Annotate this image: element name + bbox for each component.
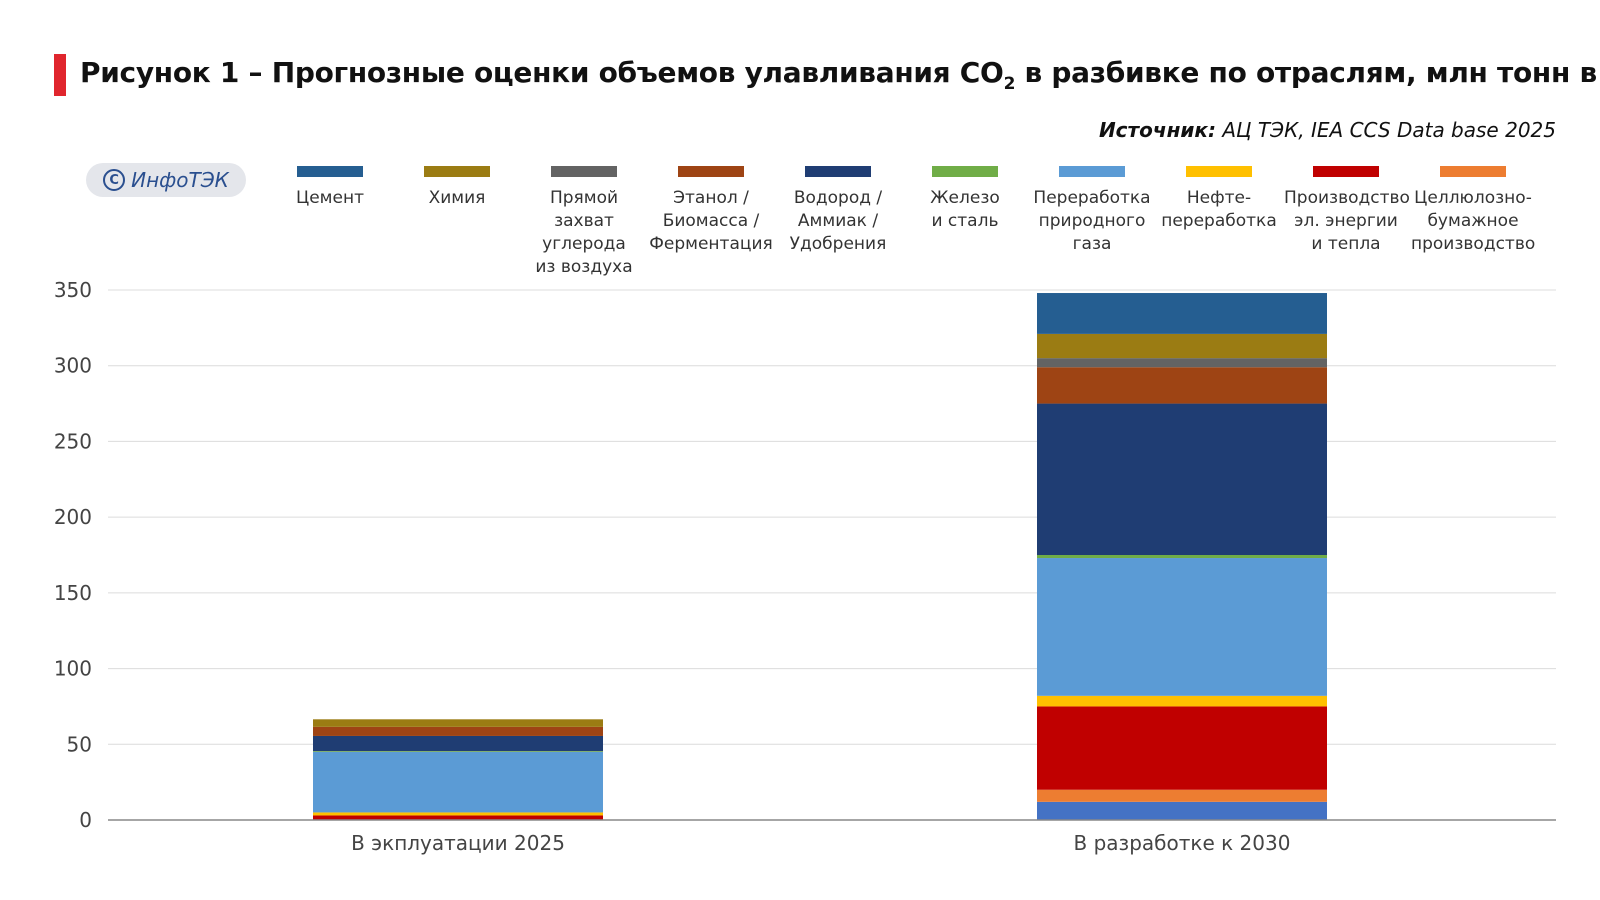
bar-segment xyxy=(1037,293,1327,334)
infotek-logo: C ИнфоТЭК xyxy=(86,163,246,197)
legend-swatch xyxy=(1313,166,1379,177)
chart-legend: Цемент Химия Прямой захват углерода из воз… xyxy=(268,162,1568,277)
y-tick-label: 50 xyxy=(67,732,92,756)
legend-label: Этанол / Биомасса / Ферментация xyxy=(649,188,773,254)
title-accent-bar xyxy=(54,54,66,96)
bar-segment xyxy=(1037,333,1327,359)
bar-segment xyxy=(313,751,603,813)
legend-swatch xyxy=(805,166,871,177)
x-tick-label: В экплуатации 2025 xyxy=(351,831,565,855)
bar-segment xyxy=(1037,403,1327,555)
legend-item: Этанол / Биомасса / Ферментация xyxy=(649,162,773,256)
bar-segment xyxy=(1037,706,1327,790)
legend-swatch xyxy=(678,166,744,177)
legend-label: Водород / Аммиак / Удобрения xyxy=(789,188,887,254)
bar-segment xyxy=(313,815,603,820)
bar-segment xyxy=(1037,367,1327,404)
bar-segment xyxy=(313,726,603,736)
legend-label: Прямой захват углерода из воздуха xyxy=(535,188,633,277)
legend-label: Целлюлозно- бумажное производство xyxy=(1411,188,1536,254)
y-tick-label: 250 xyxy=(54,429,92,453)
legend-swatch xyxy=(424,166,490,177)
y-tick-label: 300 xyxy=(54,354,92,378)
bar-segment xyxy=(1037,695,1327,707)
legend-swatch xyxy=(932,166,998,177)
bar-segment xyxy=(1037,558,1327,696)
chart-title: Рисунок 1 – Прогнозные оценки объемов ул… xyxy=(80,56,1600,94)
bar-segment xyxy=(313,751,603,752)
legend-swatch xyxy=(551,166,617,177)
legend-swatch xyxy=(297,166,363,177)
bar-segment xyxy=(1037,789,1327,802)
bar-segment xyxy=(313,812,603,816)
legend-label: Цемент xyxy=(296,188,364,208)
legend-item: Прямой захват углерода из воздуха xyxy=(522,162,646,279)
bar-segment xyxy=(313,735,603,752)
y-tick-label: 100 xyxy=(54,657,92,681)
legend-item: Водород / Аммиак / Удобрения xyxy=(776,162,900,256)
y-tick-label: 350 xyxy=(54,278,92,302)
y-tick-label: 150 xyxy=(54,581,92,605)
legend-item: Цемент xyxy=(268,162,392,210)
legend-item: Железо и сталь xyxy=(903,162,1027,233)
legend-swatch xyxy=(1186,166,1252,177)
legend-swatch xyxy=(1059,166,1125,177)
legend-item: Производство эл. энергии и тепла xyxy=(1284,162,1410,256)
legend-item: Нефте- переработка xyxy=(1157,162,1281,233)
legend-swatch xyxy=(1440,166,1506,177)
legend-label: Железо и сталь xyxy=(930,188,1000,231)
logo-text: ИнфоТЭК xyxy=(131,168,229,192)
x-tick-label: В разработке к 2030 xyxy=(1074,831,1291,855)
bar-segment xyxy=(1037,555,1327,559)
bar-segment xyxy=(1037,801,1327,820)
legend-label: Производство эл. энергии и тепла xyxy=(1284,188,1410,254)
source-note: Источник: АЦ ТЭК, IEA CCS Data base 2025 xyxy=(1098,118,1556,142)
y-tick-label: 200 xyxy=(54,505,92,529)
bar-segment xyxy=(1037,358,1327,368)
legend-label: Переработка природного газа xyxy=(1033,188,1151,254)
legend-label: Химия xyxy=(428,188,486,208)
bar-segment xyxy=(313,719,603,727)
copyright-icon: C xyxy=(103,169,126,191)
legend-label: Нефте- переработка xyxy=(1161,188,1277,231)
legend-item: Переработка природного газа xyxy=(1030,162,1154,256)
y-tick-label: 0 xyxy=(79,808,92,832)
legend-item: Целлюлозно- бумажное производство xyxy=(1411,162,1535,256)
legend-item: Химия xyxy=(395,162,519,210)
